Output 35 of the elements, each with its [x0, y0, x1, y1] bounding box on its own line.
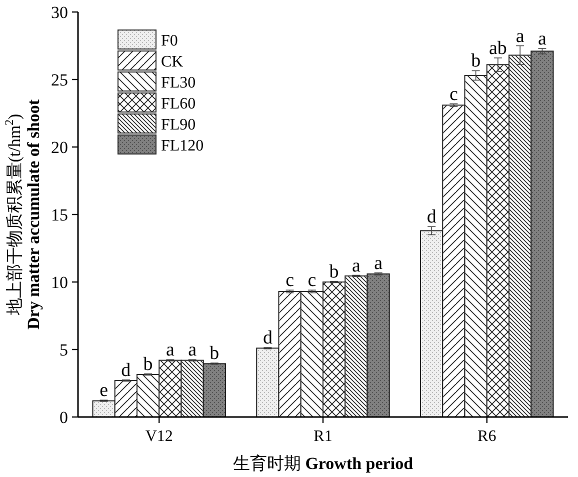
- y-tick-label: 30: [51, 2, 68, 22]
- legend-label: FL30: [161, 74, 196, 92]
- data-label: d: [262, 327, 273, 348]
- x-tick-label: R1: [314, 428, 332, 445]
- x-tick-label: V12: [145, 428, 173, 445]
- x-axis-title: 生育时期 Growth period: [232, 454, 414, 473]
- data-label: b: [143, 354, 153, 375]
- data-label: a: [374, 252, 384, 274]
- data-label: a: [538, 28, 547, 50]
- data-label: b: [210, 343, 220, 364]
- x-tick-label: R6: [478, 428, 496, 445]
- data-label: a: [352, 255, 361, 276]
- data-label: d: [121, 360, 132, 381]
- data-label: b: [471, 50, 481, 72]
- y-tick-label: 20: [51, 138, 68, 157]
- data-label: a: [166, 340, 175, 361]
- y-tick-label: 5: [60, 340, 68, 360]
- data-label: a: [516, 26, 525, 47]
- legend-label: FL60: [161, 96, 196, 113]
- data-label: c: [308, 270, 316, 292]
- data-label: c: [286, 270, 294, 292]
- legend-label: FL120: [161, 138, 204, 155]
- y-tick-label: 15: [51, 205, 68, 224]
- data-label: b: [329, 261, 339, 282]
- data-label: e: [100, 380, 108, 402]
- data-label: c: [449, 84, 458, 105]
- data-label: ab: [488, 38, 507, 59]
- y-tick-label: 0: [60, 408, 68, 427]
- y-tick-label: 10: [51, 272, 68, 292]
- legend-label: F0: [161, 32, 178, 50]
- data-label: d: [426, 206, 437, 228]
- legend-label: CK: [161, 54, 184, 71]
- data-label: a: [188, 340, 198, 361]
- legend-label: FL90: [161, 116, 196, 134]
- y-tick-label: 25: [51, 70, 68, 90]
